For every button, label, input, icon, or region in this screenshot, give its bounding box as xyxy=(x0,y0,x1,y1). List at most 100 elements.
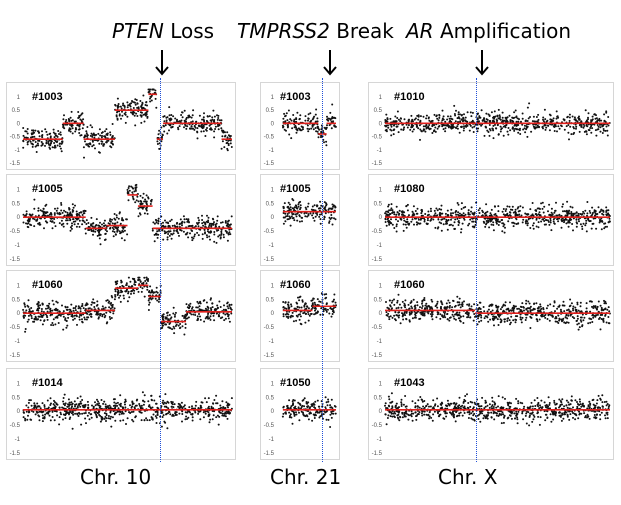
data-point xyxy=(457,211,460,214)
data-point xyxy=(597,206,600,209)
data-point xyxy=(424,304,427,307)
data-point xyxy=(145,278,148,281)
data-point xyxy=(518,209,521,212)
data-point xyxy=(26,418,29,421)
y-tick-label: 1 xyxy=(17,95,21,101)
data-point xyxy=(202,126,205,129)
data-point xyxy=(327,208,330,211)
data-point xyxy=(309,406,312,409)
data-point xyxy=(91,225,94,228)
y-tick-label: -1 xyxy=(377,243,383,249)
data-point xyxy=(229,142,232,145)
data-point xyxy=(312,413,315,416)
down-arrow-icon xyxy=(323,50,337,76)
data-point xyxy=(161,416,164,418)
data-point xyxy=(157,222,160,225)
data-point xyxy=(417,127,420,130)
data-point xyxy=(301,299,304,302)
data-point xyxy=(168,129,170,132)
data-point xyxy=(476,118,479,121)
data-point xyxy=(550,207,553,210)
data-point xyxy=(58,145,61,148)
data-point xyxy=(522,218,525,221)
data-point xyxy=(84,308,87,310)
data-point xyxy=(281,415,284,418)
data-point xyxy=(124,406,127,409)
data-point xyxy=(143,212,146,215)
data-point xyxy=(558,213,561,216)
data-point xyxy=(147,400,150,403)
data-point xyxy=(128,296,131,299)
data-point xyxy=(330,214,333,216)
data-point xyxy=(110,304,113,307)
data-point xyxy=(162,324,164,327)
header-event-amplification: Amplification xyxy=(439,19,572,43)
y-tick-label: 0.5 xyxy=(374,108,383,114)
data-point xyxy=(501,210,504,213)
data-point xyxy=(220,221,222,224)
data-point xyxy=(334,206,337,209)
y-tick-label: -1.5 xyxy=(10,161,21,167)
data-point xyxy=(109,411,112,414)
data-point xyxy=(105,420,107,422)
data-point xyxy=(590,121,592,123)
data-point xyxy=(171,414,174,417)
data-point xyxy=(288,310,291,313)
data-point xyxy=(299,204,302,207)
data-point xyxy=(497,210,500,213)
data-point xyxy=(151,417,154,420)
data-point xyxy=(490,223,493,226)
data-point xyxy=(154,97,157,100)
data-point xyxy=(504,226,506,229)
data-point xyxy=(223,412,226,415)
data-point xyxy=(471,220,474,223)
data-point xyxy=(437,218,440,221)
data-point xyxy=(37,130,39,133)
data-point xyxy=(442,128,445,131)
data-point xyxy=(162,318,165,321)
data-point xyxy=(90,224,92,227)
data-point xyxy=(85,132,88,135)
data-point xyxy=(553,222,556,225)
data-point xyxy=(450,212,452,215)
data-point xyxy=(68,208,71,211)
data-point xyxy=(116,404,119,407)
data-point xyxy=(282,205,285,208)
data-point xyxy=(541,126,544,129)
data-point xyxy=(162,399,165,402)
data-point xyxy=(114,419,117,422)
data-point xyxy=(312,217,315,219)
data-point xyxy=(138,403,141,405)
data-point xyxy=(141,196,144,199)
data-point xyxy=(297,203,300,206)
data-point xyxy=(197,216,200,219)
data-point xyxy=(287,109,290,112)
data-point xyxy=(513,111,516,114)
data-point xyxy=(62,125,65,128)
data-point xyxy=(228,320,231,323)
data-point xyxy=(135,112,138,115)
data-point xyxy=(217,235,220,238)
data-point xyxy=(312,212,315,215)
data-point xyxy=(163,125,165,128)
data-point xyxy=(38,135,41,138)
data-point xyxy=(22,221,25,224)
data-point xyxy=(603,227,606,230)
data-point xyxy=(191,405,193,408)
data-point xyxy=(161,229,164,232)
data-point xyxy=(121,114,124,117)
data-point xyxy=(585,219,588,222)
data-point xyxy=(220,127,223,130)
data-point xyxy=(157,217,160,220)
y-tick-label: -1 xyxy=(15,243,21,249)
data-point xyxy=(204,307,207,310)
data-point xyxy=(208,115,211,118)
data-point xyxy=(48,302,51,305)
data-point xyxy=(142,113,145,116)
data-point xyxy=(79,307,82,310)
data-point xyxy=(322,413,325,416)
data-point xyxy=(145,200,148,203)
data-point xyxy=(95,416,98,419)
data-point xyxy=(91,134,94,136)
y-tick-label: 1 xyxy=(17,381,21,387)
